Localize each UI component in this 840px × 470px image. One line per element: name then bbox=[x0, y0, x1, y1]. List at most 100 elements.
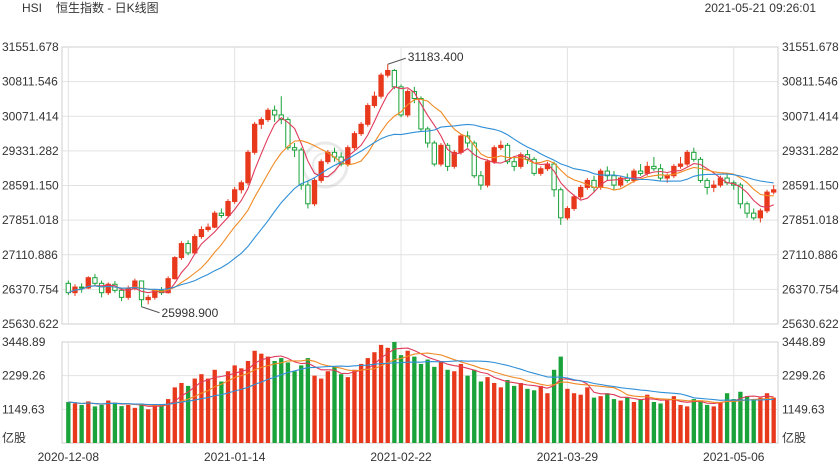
candle-body bbox=[92, 277, 98, 284]
volume-bar bbox=[139, 403, 144, 443]
price-tick-label-left: 30811.546 bbox=[2, 75, 58, 89]
price-tick-label-left: 31551.678 bbox=[2, 40, 59, 54]
candle-body bbox=[418, 98, 424, 130]
candle-body bbox=[358, 123, 364, 135]
ma10-line bbox=[68, 98, 774, 294]
volume-bar bbox=[758, 397, 763, 443]
volume-bar bbox=[598, 396, 603, 443]
volume-bar bbox=[452, 371, 457, 443]
candle-body bbox=[677, 163, 684, 167]
volume-bar bbox=[678, 404, 683, 443]
volume-bar bbox=[152, 405, 157, 443]
volume-bar bbox=[645, 394, 650, 443]
date-tick-label: 2020-12-08 bbox=[38, 450, 100, 464]
date-tick-label: 2021-02-22 bbox=[370, 450, 432, 464]
candle-body bbox=[198, 229, 205, 238]
volume-bar bbox=[272, 361, 277, 443]
candle-body bbox=[451, 151, 457, 167]
low-annotation-leader bbox=[141, 306, 160, 314]
volume-axis-left: 3448.89 2299.26 1149.63 亿股 bbox=[2, 335, 46, 445]
candle-body bbox=[511, 161, 517, 167]
volume-tick-label-right: 3448.89 bbox=[782, 335, 826, 349]
volume-bar bbox=[126, 404, 131, 443]
price-tick-label-left: 29331.282 bbox=[2, 144, 59, 158]
volume-bar bbox=[372, 352, 377, 443]
volume-bar bbox=[232, 365, 237, 443]
candle-body bbox=[531, 158, 537, 174]
candle-body bbox=[258, 119, 264, 125]
volume-bars bbox=[66, 341, 776, 443]
candle-body bbox=[697, 158, 704, 181]
volume-bar bbox=[72, 403, 78, 443]
date-axis: 2020-12-08 2021-01-14 2021-02-22 2021-03-29… bbox=[38, 450, 765, 464]
ma20-line bbox=[68, 123, 774, 294]
candle-body bbox=[737, 184, 744, 205]
volume-bar bbox=[605, 393, 610, 443]
candle-body bbox=[212, 212, 218, 228]
candle-body bbox=[398, 86, 404, 116]
volume-unit-label-right: 亿股 bbox=[782, 430, 806, 445]
price-tick-label-left: 27110.886 bbox=[2, 248, 58, 262]
candle-body bbox=[757, 210, 764, 219]
volume-bar bbox=[465, 375, 470, 443]
volume-bar bbox=[405, 350, 410, 443]
candle-body bbox=[305, 184, 311, 205]
volume-bar bbox=[205, 378, 211, 443]
candle-body bbox=[711, 184, 717, 188]
volume-bar bbox=[638, 399, 643, 443]
candle-body bbox=[551, 163, 557, 191]
volume-bar bbox=[259, 353, 264, 443]
volume-bar bbox=[571, 393, 577, 443]
volume-average-lines bbox=[68, 347, 774, 407]
volume-bar bbox=[551, 369, 557, 443]
volume-bar bbox=[418, 363, 424, 443]
volume-bar bbox=[718, 402, 723, 443]
price-tick-label-left: 28591.150 bbox=[2, 179, 59, 193]
volume-axis-right: 3448.89 2299.26 1149.63 亿股 bbox=[782, 335, 826, 445]
volume-bar bbox=[412, 356, 417, 443]
volume-bar bbox=[365, 358, 370, 443]
candlestick-series bbox=[65, 64, 777, 307]
volume-bar bbox=[738, 391, 743, 443]
candle-body bbox=[65, 282, 71, 294]
candle-body bbox=[265, 109, 271, 121]
candle-body bbox=[378, 74, 384, 97]
volume-bar bbox=[724, 393, 730, 443]
candle-body bbox=[684, 151, 690, 165]
candle-body bbox=[391, 69, 398, 88]
volume-bar bbox=[146, 409, 151, 443]
volume-bar bbox=[319, 378, 324, 443]
volume-ma10-line bbox=[68, 352, 774, 406]
volume-bar bbox=[558, 356, 563, 443]
volume-bar bbox=[658, 403, 663, 443]
candle-body bbox=[105, 283, 111, 294]
low-annotation-label: 25998.900 bbox=[162, 306, 219, 320]
volume-bar bbox=[438, 361, 444, 443]
candle-body bbox=[178, 243, 185, 259]
candle-body bbox=[498, 144, 504, 149]
price-tick-label-right: 25630.622 bbox=[782, 317, 839, 331]
volume-bar bbox=[212, 369, 217, 443]
price-panel-frame bbox=[61, 46, 779, 325]
candle-body bbox=[518, 154, 524, 167]
volume-bar bbox=[265, 356, 271, 443]
header-symbol: HSI bbox=[22, 1, 43, 15]
volume-bar bbox=[565, 388, 570, 443]
candle-body bbox=[298, 149, 304, 186]
price-tick-label-right: 31551.678 bbox=[782, 40, 839, 54]
volume-bar bbox=[165, 399, 171, 443]
volume-bar bbox=[531, 390, 537, 443]
candle-body bbox=[205, 226, 211, 231]
price-tick-label-right: 27110.886 bbox=[782, 248, 838, 262]
candle-body bbox=[185, 243, 191, 254]
volume-bar bbox=[478, 381, 484, 443]
candle-body bbox=[558, 189, 564, 219]
volume-bar bbox=[704, 404, 710, 443]
candle-body bbox=[291, 147, 298, 151]
volume-bar bbox=[472, 369, 477, 443]
volume-bar bbox=[252, 350, 257, 443]
volume-bar bbox=[185, 385, 191, 443]
volume-bar bbox=[112, 402, 118, 443]
candle-body bbox=[232, 189, 238, 202]
